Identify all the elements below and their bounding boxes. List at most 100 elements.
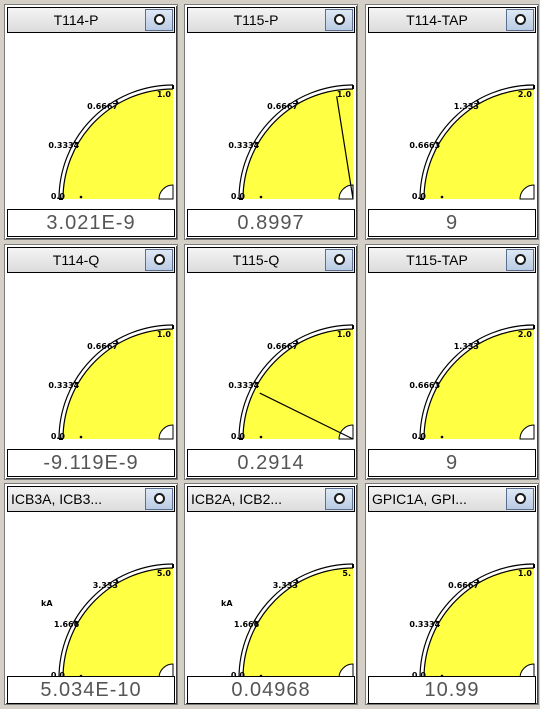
gauge-panel[interactable]: T114-TAP 0.0 0.6663 1.333 2.0 9 [365, 4, 539, 240]
gauge-value-readout: 0.2914 [187, 449, 355, 477]
gauge-dial-graphic: 0.0 0.3334 0.6667 1.0 [228, 84, 354, 201]
gauge-dial-graphic: 0.0 0.3334 0.6667 1.0 [409, 563, 535, 680]
gauge-title: T115-TAP [406, 252, 468, 268]
gauge-panel[interactable]: T114-P 0.0 0.3334 0.6667 1.0 3.021E-9 [4, 4, 178, 240]
gauge-tick-label: 5.0 [157, 569, 172, 578]
gauge-scale-arc-outer [58, 84, 174, 200]
gauge-hub [338, 424, 354, 440]
gauge-tick-label: 0.0 [412, 432, 427, 441]
gauge-title: GPIC1A, GPI... [372, 491, 467, 507]
gauge-dial: 0.0 0.6663 1.333 2.0 [368, 35, 536, 207]
gauge-title: T114-TAP [406, 12, 468, 28]
gauge-tick-label: 0.0 [412, 671, 427, 680]
gauge-tick-label: 2.0 [518, 330, 533, 339]
gauge-panel[interactable]: ICB3A, ICB3... 0.0 1.666 3.333 5.0 kA 5.034E-1… [4, 483, 178, 705]
gauge-panel[interactable]: T115-Q 0.0 0.3334 0.6667 1.0 0.2914 [184, 244, 358, 480]
gauge-tick-label: 1.0 [337, 330, 352, 339]
gauge-tick [253, 381, 259, 385]
radio-select-button[interactable] [506, 488, 534, 510]
gauge-zero-marker [259, 195, 263, 199]
gauge-dial-graphic: 0.0 0.3334 0.6667 1.0 [228, 324, 354, 441]
radio-select-button[interactable] [506, 249, 534, 271]
gauge-panel[interactable]: GPIC1A, GPI... 0.0 0.3334 0.6667 1.0 10.99 [365, 483, 539, 705]
gauge-zero-marker [440, 435, 444, 439]
gauge-tick-label: 0.0 [412, 192, 427, 201]
gauge-dial-graphic: 0.0 0.6663 1.333 2.0 [409, 324, 535, 441]
gauge-tick-label: 1.333 [454, 102, 479, 111]
gauge-tick [476, 578, 480, 584]
gauge-tick-label: 0.6667 [87, 102, 118, 111]
gauge-tick [434, 620, 440, 624]
gauge-dial: 0.0 0.3334 0.6667 1.0 [7, 35, 175, 207]
gauge-dial-graphic: 0.0 0.3334 0.6667 1.0 [48, 84, 174, 201]
gauge-title: T115-Q [232, 252, 280, 268]
gauge-scale-arc-outer [58, 324, 174, 440]
gauge-tick-label: 0.0 [51, 671, 66, 680]
radio-select-button[interactable] [145, 9, 173, 31]
gauge-fill [243, 568, 353, 678]
gauge-fill [63, 89, 173, 199]
gauge-tick [253, 620, 259, 624]
gauge-tick-label: 1.666 [54, 620, 80, 629]
gauge-fill [424, 89, 534, 199]
gauge-fill [424, 568, 534, 678]
gauge-tick-label: 0.0 [231, 432, 246, 441]
gauge-needle [259, 392, 354, 440]
gauge-title-bar: T115-P [187, 7, 355, 33]
gauge-dial: 0.0 0.3334 0.6667 1.0 [368, 514, 536, 686]
gauge-tick-label: 0.3334 [228, 381, 259, 390]
gauge-panel[interactable]: ICB2A, ICB2... 0.0 1.666 3.333 5. kA 0.04968 [184, 483, 358, 705]
circle-icon [515, 14, 526, 25]
gauge-hub [338, 663, 354, 679]
gauge-panel[interactable]: T115-P 0.0 0.3334 0.6667 1.0 0.8997 [184, 4, 358, 240]
gauge-fill [243, 89, 353, 199]
gauge-value-readout: 9 [368, 209, 536, 237]
gauge-dial: 0.0 0.3334 0.6667 1.0 [187, 275, 355, 447]
gauge-title: T114-Q [52, 252, 100, 268]
gauge-tick-label: 0.6667 [267, 102, 298, 111]
gauge-value-readout: 3.021E-9 [7, 209, 175, 237]
gauge-title-bar: T115-Q [187, 247, 355, 273]
gauge-tick-label: 0.6663 [409, 141, 440, 150]
gauge-scale-arc-outer [419, 84, 535, 200]
gauge-scale-arc [423, 567, 535, 679]
gauge-tick-label: 0.3334 [228, 141, 259, 150]
gauge-tick [476, 99, 480, 105]
gauge-dial-graphic: 0.0 1.666 3.333 5.0 kA [41, 563, 174, 680]
radio-select-button[interactable] [325, 488, 353, 510]
gauge-panel[interactable]: T115-TAP 0.0 0.6663 1.333 2.0 9 [365, 244, 539, 480]
gauge-tick-label: 1.666 [234, 620, 260, 629]
gauge-tick-label: 0.0 [51, 432, 66, 441]
gauge-unit-label: kA [41, 599, 53, 608]
gauge-tick [115, 99, 119, 105]
gauge-scale-arc-outer [419, 563, 535, 679]
gauge-tick [295, 99, 299, 105]
gauge-tick-label: 3.333 [93, 581, 118, 590]
radio-select-button[interactable] [145, 488, 173, 510]
gauge-title-bar: T114-Q [7, 247, 175, 273]
gauge-tick [115, 578, 119, 584]
gauge-hub [519, 184, 535, 200]
gauge-tick [73, 141, 79, 145]
circle-icon [515, 254, 526, 265]
circle-icon [154, 254, 165, 265]
radio-select-button[interactable] [325, 9, 353, 31]
gauge-scale-arc-outer [419, 324, 535, 440]
gauge-tick-label: 1.0 [157, 330, 172, 339]
gauge-dial: 0.0 1.666 3.333 5.0 kA [7, 514, 175, 686]
gauge-tick-label: 1.0 [518, 569, 533, 578]
gauge-tick [434, 141, 440, 145]
gauge-zero-marker [79, 435, 83, 439]
radio-select-button[interactable] [506, 9, 534, 31]
gauge-title-bar: T114-P [7, 7, 175, 33]
gauge-scale-arc [62, 567, 174, 679]
gauge-fill [243, 329, 353, 439]
gauge-panel[interactable]: T114-Q 0.0 0.3334 0.6667 1.0 -9.119E-9 [4, 244, 178, 480]
radio-select-button[interactable] [145, 249, 173, 271]
radio-select-button[interactable] [325, 249, 353, 271]
circle-icon [515, 493, 526, 504]
gauge-tick-label: 1.0 [157, 90, 172, 99]
circle-icon [334, 14, 345, 25]
gauge-unit-label: kA [221, 599, 233, 608]
